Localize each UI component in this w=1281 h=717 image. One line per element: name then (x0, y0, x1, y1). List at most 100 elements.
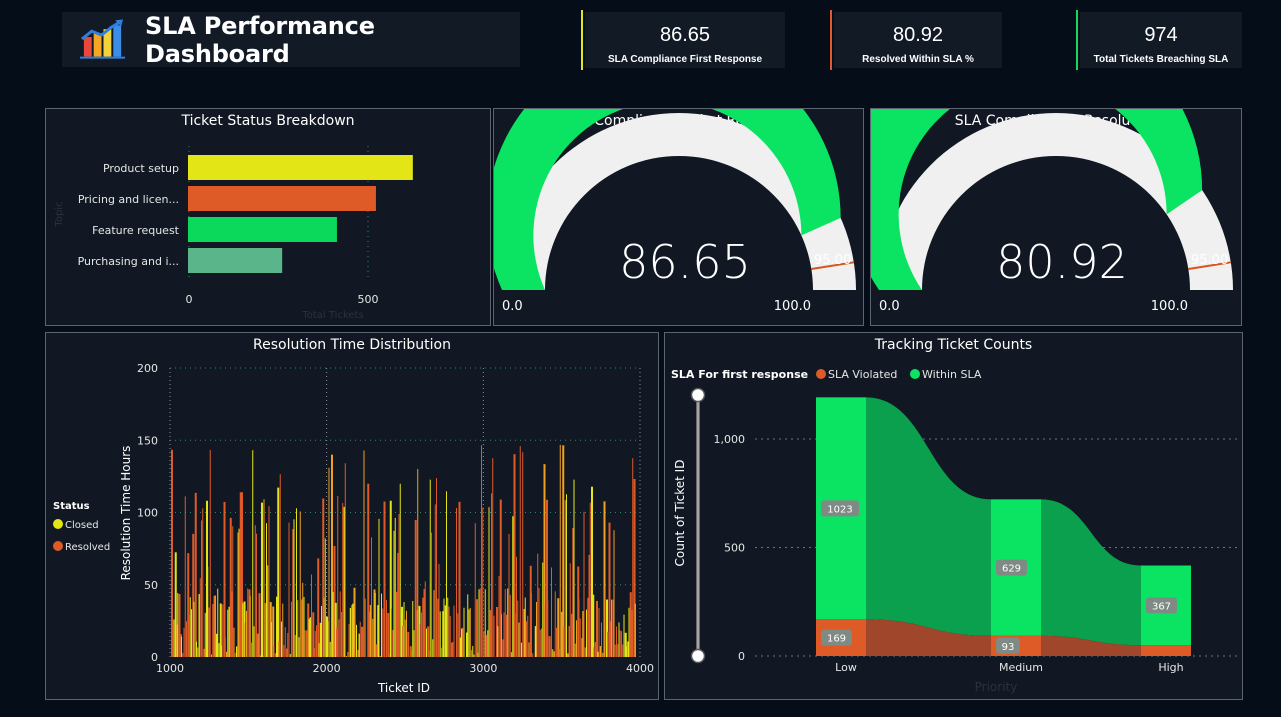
bar (311, 574, 312, 657)
bar (348, 623, 350, 657)
bar (434, 504, 436, 657)
data-label: 93 (1002, 642, 1015, 653)
bar (427, 626, 430, 657)
bar (537, 553, 539, 657)
bar (527, 615, 529, 657)
bar (624, 632, 627, 657)
bar (239, 492, 242, 657)
bar (436, 478, 437, 657)
bar (304, 630, 306, 657)
data-label-bg (821, 500, 859, 517)
bar (526, 621, 527, 657)
gauge-resolution-panel[interactable]: SLA Compliance – Resolution 80.920.0100.… (870, 108, 1242, 326)
data-label-bg (996, 637, 1020, 654)
column-segment-violated (1141, 645, 1191, 656)
bar (553, 651, 556, 657)
bar (623, 614, 625, 657)
legend-marker (53, 519, 63, 529)
bar (523, 608, 526, 657)
bar (488, 507, 490, 657)
bar (197, 647, 199, 657)
bar (224, 636, 226, 657)
bar (382, 608, 384, 657)
bar (589, 502, 591, 657)
bar (496, 606, 498, 657)
y-tick-label: 0 (151, 651, 158, 664)
bar (254, 525, 256, 657)
bar (459, 637, 462, 657)
bar (194, 492, 197, 657)
bar (542, 562, 544, 657)
bar (599, 646, 602, 657)
bar (292, 529, 295, 657)
bar (246, 610, 247, 657)
bar (302, 582, 304, 657)
bar (431, 532, 432, 657)
bar (267, 565, 269, 657)
bar (423, 588, 426, 657)
range-slider-handle-bottom[interactable] (690, 648, 706, 664)
bar (174, 552, 177, 657)
bar (568, 626, 571, 657)
ticket-status-panel[interactable]: Ticket Status Breakdown 0 500 Product setu… (45, 108, 491, 326)
bar (268, 506, 270, 657)
bar (276, 596, 278, 657)
bar (234, 652, 236, 657)
resolution-time-panel[interactable]: Resolution Time Distribution 0 50 100 150 20… (45, 332, 659, 700)
bar (377, 605, 380, 657)
x-axis-title: Priority (975, 680, 1018, 694)
x-tick-label: 500 (358, 293, 379, 306)
bar (532, 653, 534, 657)
bar (414, 520, 417, 657)
bar (583, 511, 585, 657)
bar (627, 641, 630, 657)
bar (507, 588, 509, 657)
bar (407, 631, 410, 657)
bar (512, 516, 515, 657)
gauge-min-label: 0.0 (879, 299, 900, 314)
category-label: Purchasing and i... (78, 255, 179, 268)
gauge-target-marker (1188, 261, 1231, 271)
bar (399, 483, 401, 657)
bar (286, 648, 288, 657)
bar (253, 626, 255, 657)
bar (413, 630, 415, 657)
bar (313, 648, 316, 657)
bar (396, 591, 398, 657)
ticket-status-chart: 0 500 Product setup Pricing and licen... Fea… (54, 146, 413, 321)
bar (339, 591, 341, 657)
bar (314, 630, 316, 657)
bar (247, 588, 249, 657)
bar (546, 499, 548, 657)
bar (476, 599, 478, 657)
bar (531, 592, 532, 657)
bar (528, 642, 530, 657)
bar (362, 626, 364, 657)
tracking-ticket-panel[interactable]: Tracking Ticket Counts SLA For first res… (664, 332, 1243, 700)
bar (369, 604, 372, 657)
legend-marker (816, 369, 826, 379)
bar (221, 645, 222, 657)
range-slider-handle-top[interactable] (690, 387, 706, 403)
bar (586, 609, 587, 657)
bar (178, 593, 181, 657)
bar (448, 606, 450, 657)
gauge-max-label: 100.0 (1151, 299, 1188, 314)
bar (332, 591, 335, 657)
bar (187, 553, 190, 657)
bar (252, 450, 254, 657)
bar (493, 615, 495, 657)
legend-label: Resolved (65, 542, 110, 553)
gauge-first-response-panel[interactable]: SLA Compliance – First Response 86.650.0… (493, 108, 864, 326)
category-label: Product setup (103, 162, 179, 175)
y-tick-label: 1,000 (714, 433, 746, 446)
bar (319, 622, 322, 657)
bar (341, 612, 342, 657)
bar (587, 597, 590, 657)
bar (171, 449, 173, 657)
bar (468, 609, 470, 657)
gauge-max-label: 100.0 (774, 299, 811, 314)
bar (439, 611, 441, 657)
data-label-bg (821, 629, 852, 646)
bar (308, 618, 311, 657)
